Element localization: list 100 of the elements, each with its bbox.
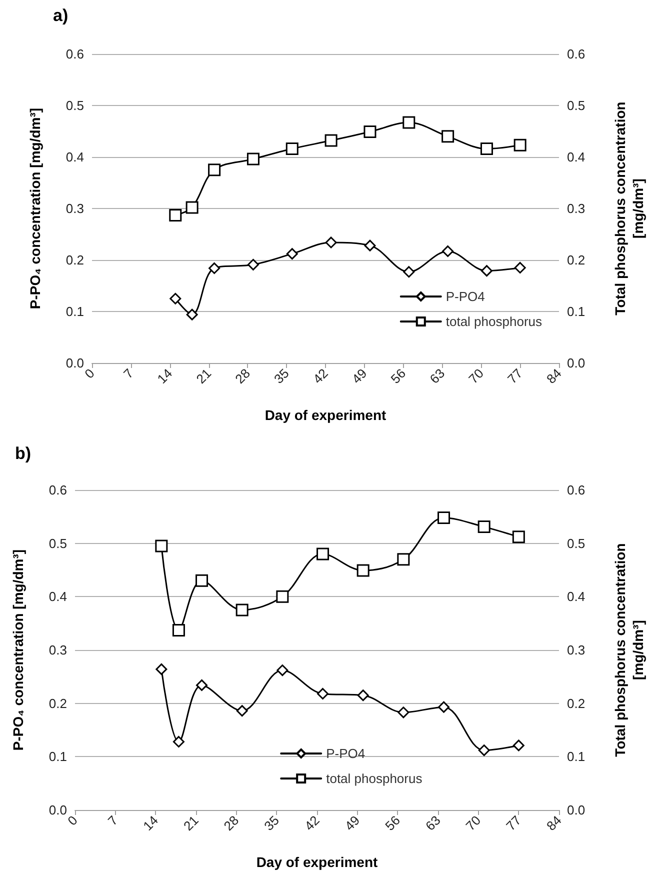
point [236, 705, 248, 717]
y-tick-label: 0.5 [66, 98, 84, 113]
point [169, 208, 182, 222]
point [196, 574, 208, 587]
x-tick-label: 70 [466, 366, 486, 387]
point [236, 604, 248, 616]
y2-tick-label: 0.0 [567, 802, 586, 818]
point [170, 292, 182, 304]
x-tick-label: 0 [82, 366, 98, 382]
y-tick-label: 0.3 [66, 201, 84, 216]
point [316, 548, 330, 560]
x-tick-label: 63 [422, 812, 444, 834]
y2-tick-label: 0.5 [567, 98, 586, 113]
chart-title: b) [15, 444, 32, 463]
x-axis-title: Day of experiment [256, 854, 378, 870]
legend-label: P-PO4 [446, 289, 485, 304]
legend-label: total phosphorus [446, 314, 542, 329]
x-tick-label: 35 [261, 812, 282, 834]
x-tick-label: 7 [120, 366, 136, 382]
y2-tick-label: 0.1 [567, 304, 586, 319]
y-axis-title: P-PO₄ concentration [mg/dm³] [27, 108, 43, 310]
x-tick-label: 49 [342, 812, 363, 834]
x-tick-label: 70 [462, 812, 484, 834]
x-tick-label: 56 [388, 366, 409, 387]
y-tick-label: 0.3 [48, 642, 67, 658]
x-tick-label: 63 [426, 366, 448, 387]
y-tick-label: 0.6 [66, 46, 84, 62]
x-tick-label: 28 [232, 366, 253, 387]
point [247, 258, 259, 270]
y-axis-title: P-PO₄ concentration [mg/dm³] [10, 549, 26, 751]
point [172, 624, 185, 637]
x-tick-label: 42 [301, 812, 322, 834]
x-tick-label: 49 [348, 366, 370, 387]
point [356, 564, 370, 577]
y2-tick-label: 0.3 [567, 642, 586, 658]
y2-tick-label: 0.2 [567, 696, 586, 711]
y2-tick-label: 0.0 [567, 356, 586, 370]
point [276, 664, 288, 676]
y2-tick-label: 0.5 [567, 536, 586, 551]
point [398, 706, 410, 718]
x-tick-label: 28 [220, 812, 242, 834]
point [402, 116, 416, 129]
point [324, 134, 338, 147]
point [357, 690, 369, 702]
x-tick-label: 21 [193, 366, 214, 387]
point [364, 126, 376, 138]
chart-title: a) [53, 6, 68, 25]
point [156, 663, 168, 675]
point [438, 511, 450, 524]
y2-tick-label: 0.4 [567, 150, 586, 164]
x-tick-label: 56 [382, 812, 403, 834]
x-tick-label: 84 [543, 812, 564, 834]
point [186, 201, 198, 214]
point [208, 262, 220, 274]
x-tick-label: 21 [180, 812, 202, 834]
y-tick-label: 0.2 [66, 252, 84, 268]
y2-tick-label: 0.6 [567, 482, 586, 498]
y2-tick-label: 0.3 [567, 201, 586, 216]
y2-axis-title: Total phosphorus concentration [mg/dm³] [612, 543, 646, 757]
x-tick-label: 35 [271, 366, 292, 387]
point [286, 142, 298, 156]
point [286, 248, 298, 260]
point [478, 744, 490, 756]
point [276, 590, 289, 603]
point [442, 130, 454, 143]
point [196, 679, 208, 691]
x-tick-label: 42 [310, 366, 331, 387]
point [512, 740, 524, 752]
y-tick-label: 0.5 [48, 536, 67, 551]
y-tick-label: 0.4 [48, 589, 67, 604]
y-tick-label: 0.2 [48, 696, 67, 711]
x-tick-label: 77 [503, 812, 524, 834]
point [480, 265, 492, 277]
y-tick-label: 0.0 [48, 802, 67, 818]
x-tick-label: 7 [104, 812, 121, 828]
x-tick-label: 84 [543, 366, 564, 387]
legend-label: P-PO4 [326, 746, 366, 761]
point [325, 236, 337, 248]
point [246, 152, 260, 166]
y-tick-label: 0.4 [66, 150, 84, 164]
y-tick-label: 0.6 [48, 482, 67, 498]
y-tick-label: 0.1 [66, 304, 84, 319]
x-tick-label: 14 [154, 366, 176, 387]
point [186, 308, 198, 320]
point [514, 262, 526, 274]
point [442, 245, 454, 257]
point [403, 266, 415, 278]
y-tick-label: 0.0 [66, 356, 84, 370]
y2-tick-label: 0.2 [567, 252, 586, 268]
point [364, 240, 376, 252]
y-tick-label: 0.1 [48, 749, 67, 764]
point [512, 530, 525, 544]
point [480, 142, 493, 156]
y2-tick-label: 0.6 [567, 46, 586, 62]
point [514, 138, 526, 152]
y2-axis-title: Total phosphorus concentration [mg/dm³] [612, 102, 646, 316]
point [208, 164, 221, 176]
y2-tick-label: 0.1 [567, 749, 586, 764]
point [397, 553, 410, 566]
y2-tick-label: 0.4 [567, 589, 586, 604]
